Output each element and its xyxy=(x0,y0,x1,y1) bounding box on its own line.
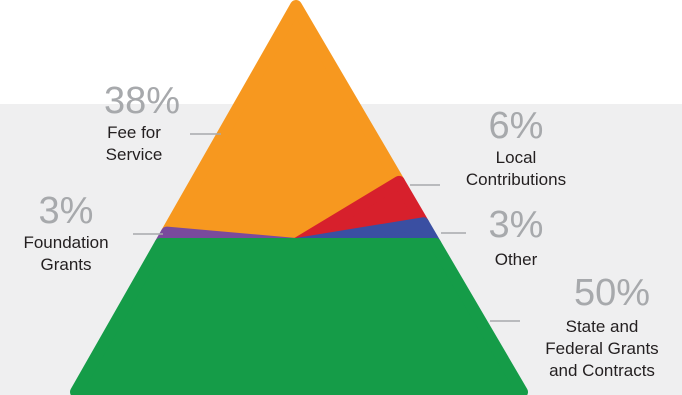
label-state-federal: State and Federal Grants and Contracts xyxy=(545,317,659,380)
label-local-contributions: Local Contributions xyxy=(465,148,567,189)
pct-fee-for-service: 38% xyxy=(103,80,180,122)
pct-other: 3% xyxy=(488,204,544,246)
label-foundation-grants: Foundation Grants xyxy=(23,233,109,274)
pct-foundation-grants: 3% xyxy=(38,190,94,232)
slice-state-federal xyxy=(70,238,528,395)
pct-local-contributions: 6% xyxy=(488,105,544,147)
label-fee-for-service: Fee for Service xyxy=(105,123,163,164)
pyramid-slices xyxy=(70,0,528,395)
pct-state-federal: 50% xyxy=(573,272,650,314)
label-other: Other xyxy=(494,250,538,269)
